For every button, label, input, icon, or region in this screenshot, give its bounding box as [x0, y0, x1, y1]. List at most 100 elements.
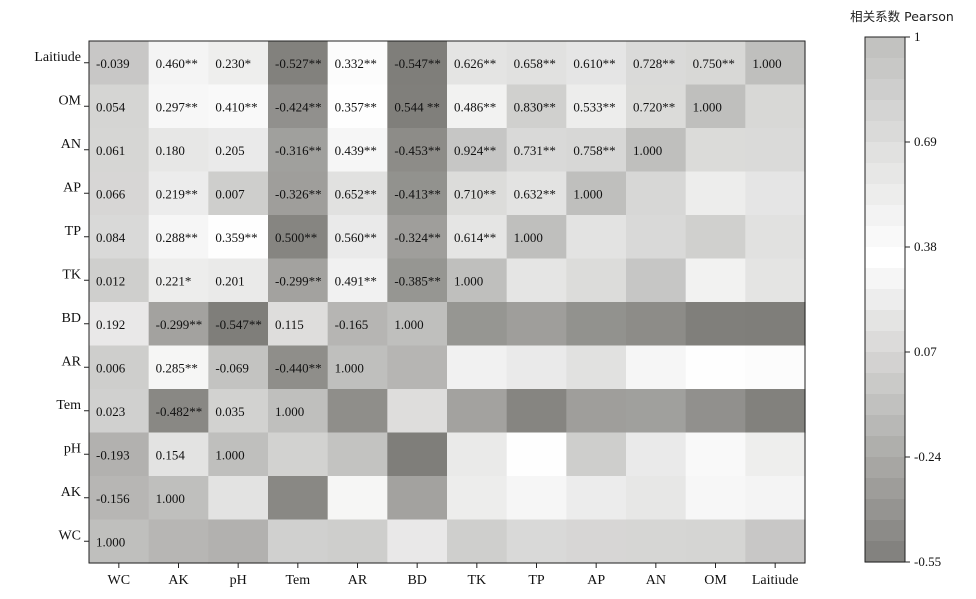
- cell-value-label: 0.035: [215, 404, 244, 419]
- heatmap-cell: [89, 302, 150, 347]
- heatmap-cell: [685, 215, 746, 260]
- cell-value-label: -0.156: [96, 491, 130, 506]
- colorbar-tick-label: 0.69: [914, 134, 937, 149]
- colorbar-frame: [864, 36, 906, 563]
- heatmap-cell: [327, 519, 388, 564]
- cell-value-label: 0.359**: [215, 230, 257, 245]
- heatmap-cell: [745, 171, 806, 216]
- cell-value-label: 0.332**: [335, 56, 377, 71]
- heatmap-cell: [566, 128, 627, 173]
- heatmap-cell: [148, 41, 209, 86]
- heatmap-cell: [447, 258, 508, 303]
- heatmap-cell: [447, 128, 508, 173]
- cell-value-label: 0.297**: [156, 99, 198, 114]
- heatmap-cell: [745, 41, 806, 86]
- heatmap-cell: [566, 171, 627, 216]
- heatmap-cell: [327, 41, 388, 86]
- column-label: Tem: [285, 573, 310, 588]
- cell-value-label: 0.720**: [633, 99, 675, 114]
- heatmap-cell: [208, 432, 269, 477]
- heatmap-cell: [89, 215, 150, 260]
- cell-value-label: 0.066: [96, 186, 126, 201]
- heatmap-cell: [566, 345, 627, 390]
- cell-value-label: 0.006: [96, 360, 126, 375]
- cell-value-label: 1.000: [752, 56, 781, 71]
- colorbar-title: 相关系数 Pearson: [850, 9, 954, 24]
- heatmap-cell: [387, 519, 448, 564]
- heatmap-cell: [685, 128, 746, 173]
- heatmap-cell: [387, 171, 448, 216]
- heatmap-cell: [268, 476, 329, 521]
- cell-value-label: 1.000: [454, 273, 483, 288]
- heatmap-cell: [387, 345, 448, 390]
- colorbar-tick-label: 1: [914, 29, 921, 44]
- heatmap-cell: [447, 302, 508, 347]
- heatmap-cell: [745, 476, 806, 521]
- heatmap-cell: [327, 84, 388, 129]
- cell-value-label: 0.154: [156, 447, 186, 462]
- heatmap-cell: [745, 432, 806, 477]
- cell-value-label: -0.299**: [275, 273, 322, 288]
- heatmap-cell: [208, 302, 269, 347]
- heatmap-cell: [506, 41, 567, 86]
- heatmap-cell: [506, 302, 567, 347]
- heatmap-cell: [268, 302, 329, 347]
- heatmap-cell: [566, 476, 627, 521]
- heatmap-cell: [208, 128, 269, 173]
- heatmap-cell: [626, 302, 687, 347]
- cell-value-label: 0.750**: [693, 56, 735, 71]
- heatmap-cell: [506, 128, 567, 173]
- heatmap-cell: [148, 171, 209, 216]
- heatmap-cell: [327, 215, 388, 260]
- cell-value-label: -0.547**: [215, 317, 262, 332]
- cell-value-label: 0.410**: [215, 99, 257, 114]
- column-label: Laitiude: [752, 573, 799, 588]
- colorbar-band: [865, 499, 905, 521]
- heatmap-cell: [148, 84, 209, 129]
- heatmap-cell: [685, 519, 746, 564]
- heatmap-cell: [566, 215, 627, 260]
- heatmap-cell: [447, 84, 508, 129]
- heatmap-cell: [626, 171, 687, 216]
- heatmap-cell: [447, 345, 508, 390]
- cell-value-label: 1.000: [693, 99, 722, 114]
- colorbar-band: [865, 289, 905, 311]
- heatmap-cell: [148, 476, 209, 521]
- heatmap-cell: [208, 84, 269, 129]
- cell-value-label: 1.000: [156, 491, 185, 506]
- cell-value-label: 0.439**: [335, 143, 377, 158]
- heatmap-cell: [387, 476, 448, 521]
- colorbar-band: [865, 394, 905, 416]
- cell-value-label: 1.000: [215, 447, 244, 462]
- heatmap-cell: [387, 41, 448, 86]
- heatmap-cell: [506, 215, 567, 260]
- colorbar-band: [865, 37, 905, 59]
- heatmap-cell: [626, 345, 687, 390]
- heatmap-cell: [89, 432, 150, 477]
- heatmap-cell: [626, 41, 687, 86]
- cell-value-label: 0.285**: [156, 360, 198, 375]
- cell-value-label: -0.547**: [394, 56, 441, 71]
- cell-value-label: 0.830**: [514, 99, 556, 114]
- cell-value-label: 0.652**: [335, 186, 377, 201]
- colorbar-band: [865, 247, 905, 269]
- row-ticks: [84, 62, 89, 542]
- heatmap-cell: [745, 519, 806, 564]
- colorbar-band: [865, 268, 905, 290]
- row-labels: Laitiude OM AN AP TP TK BD AR Tem pH AK WC: [34, 50, 81, 544]
- column-label: BD: [407, 573, 426, 588]
- heatmap-cell: [268, 128, 329, 173]
- heatmap-cell-labels: -0.039 0.460** 0.230* -0.527** 0.332** -0.547…: [96, 56, 782, 550]
- colorbar-band: [865, 100, 905, 122]
- cell-value-label: 0.658**: [514, 56, 556, 71]
- heatmap-cell: [208, 171, 269, 216]
- colorbar-tick-label: -0.24: [914, 449, 942, 464]
- heatmap-cell: [566, 302, 627, 347]
- cell-value-label: 0.012: [96, 273, 125, 288]
- heatmap-cell: [566, 84, 627, 129]
- heatmap-cell: [626, 432, 687, 477]
- heatmap-cell: [626, 258, 687, 303]
- heatmap-cell: [89, 84, 150, 129]
- cell-value-label: -0.453**: [394, 143, 441, 158]
- heatmap-cell: [327, 128, 388, 173]
